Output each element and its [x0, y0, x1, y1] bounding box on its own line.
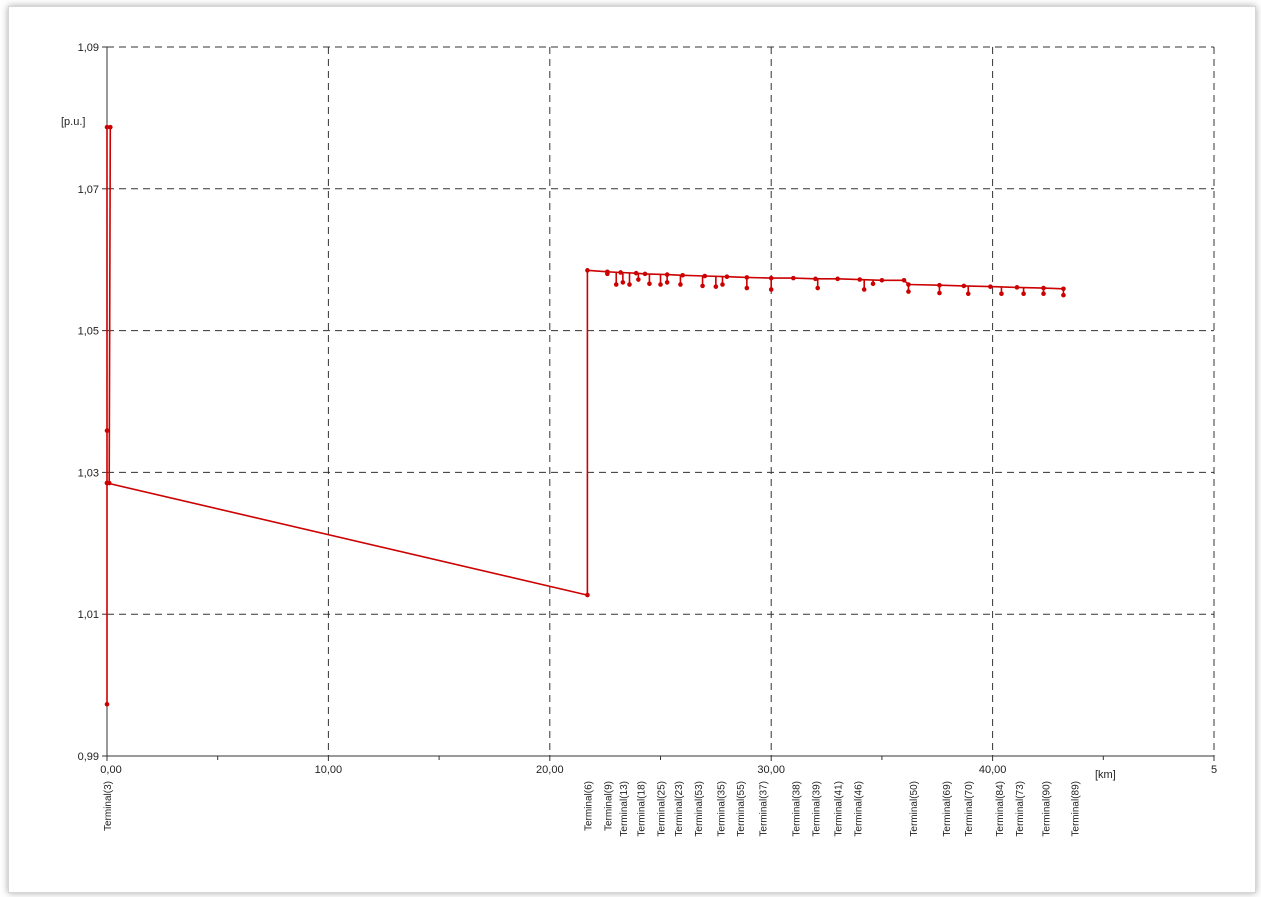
voltage-profile-chart: [p.u.] [km] 0,00 10,00 20,00 30,00 40,00 5 0,9…	[61, 42, 1217, 837]
terminal-label: Terminal(89)	[1071, 781, 1082, 837]
terminal-label: Terminal(3)	[103, 781, 114, 831]
terminal-marker	[768, 275, 774, 281]
terminal-label: Terminal(50)	[909, 781, 920, 837]
terminal-marker	[879, 277, 885, 283]
terminal-label: Terminal(84)	[995, 781, 1006, 837]
lateral-marker	[627, 282, 632, 287]
x-tick-label: 30,00	[757, 764, 785, 776]
x-tick-label: 10,00	[315, 764, 343, 776]
terminal-marker	[901, 277, 907, 283]
lateral-marker	[870, 281, 876, 287]
terminal-marker	[585, 592, 590, 598]
y-tick-label: 1,09	[78, 42, 99, 54]
terminal-label: Terminal(39)	[811, 781, 822, 837]
grid-layer	[107, 46, 1215, 756]
terminal-marker	[744, 275, 750, 280]
terminal-marker	[1061, 286, 1066, 292]
terminal-marker	[857, 277, 863, 282]
y-axis-label: [p.u.]	[61, 116, 85, 128]
lateral-marker	[658, 282, 663, 287]
lateral-marker	[861, 287, 867, 292]
terminal-label: Terminal(6)	[583, 781, 594, 831]
terminal-marker	[108, 124, 113, 130]
terminal-marker	[106, 480, 112, 486]
terminal-marker	[633, 270, 639, 276]
y-tick-label: 1,01	[78, 609, 99, 621]
x-tick-label: 5	[1211, 764, 1217, 776]
terminal-marker	[1014, 285, 1020, 290]
lateral-marker	[999, 291, 1004, 297]
terminal-labels: Terminal(3) Terminal(6) Terminal(9) Termina…	[103, 781, 1082, 837]
lateral-marker	[937, 290, 942, 296]
lateral-marker	[647, 281, 652, 287]
terminal-marker	[937, 282, 942, 288]
lateral-marker	[636, 277, 641, 282]
x-tick-label: 40,00	[979, 764, 1007, 776]
terminal-marker	[642, 271, 648, 277]
chart-frame: [p.u.] [km] 0,00 10,00 20,00 30,00 40,00 5 0,9…	[8, 6, 1256, 893]
voltage-main-line	[106, 127, 1064, 706]
terminal-marker	[104, 428, 110, 433]
terminal-label: Terminal(23)	[674, 781, 685, 837]
terminal-label: Terminal(46)	[854, 781, 865, 837]
terminal-label: Terminal(38)	[792, 781, 803, 837]
lateral-marker	[605, 271, 610, 277]
terminal-markers	[104, 124, 1066, 707]
y-tick-label: 1,05	[78, 326, 99, 338]
x-tick-label: 0,00	[100, 764, 121, 776]
lateral-marker	[1061, 292, 1066, 298]
terminal-label: Terminal(73)	[1015, 781, 1026, 837]
lateral-marker	[815, 285, 820, 291]
terminal-label: Terminal(55)	[736, 781, 747, 837]
y-tick-label: 1,07	[78, 184, 99, 196]
axis-layer: [p.u.] [km] 0,00 10,00 20,00 30,00 40,00 5 0,9…	[61, 42, 1217, 781]
lateral-marker	[700, 283, 705, 289]
lateral-marker	[720, 282, 725, 287]
terminal-marker	[680, 272, 685, 278]
terminal-marker	[791, 275, 796, 281]
lateral-marker	[664, 280, 670, 285]
x-tick-label: 20,00	[536, 764, 564, 776]
terminal-marker	[702, 273, 708, 279]
y-tick-label: 0,99	[78, 751, 99, 763]
terminal-marker	[961, 283, 967, 289]
lateral-marker	[744, 285, 750, 291]
lateral-marker	[620, 280, 626, 285]
terminal-marker	[104, 701, 110, 707]
terminal-marker	[664, 272, 670, 277]
terminal-marker	[813, 276, 818, 282]
terminal-label: Terminal(90)	[1042, 781, 1053, 837]
terminal-label: Terminal(37)	[758, 781, 769, 837]
terminal-label: Terminal(70)	[964, 781, 975, 837]
y-tick-label: 1,03	[78, 467, 99, 479]
terminal-marker	[104, 124, 110, 130]
lateral-marker	[1021, 291, 1026, 297]
terminal-marker	[618, 270, 623, 275]
terminal-label: Terminal(9)	[603, 781, 614, 831]
lateral-marker	[906, 289, 911, 294]
voltage-series	[106, 127, 1065, 706]
terminal-marker	[906, 282, 911, 287]
x-axis-label: [km]	[1095, 769, 1116, 781]
lateral-marker	[678, 282, 683, 287]
terminal-label: Terminal(69)	[942, 781, 953, 837]
lateral-marker	[1041, 291, 1046, 297]
terminal-label: Terminal(25)	[657, 781, 668, 837]
terminal-label: Terminal(13)	[619, 781, 630, 837]
terminal-marker	[724, 274, 730, 280]
lateral-marker	[768, 287, 774, 292]
terminal-marker	[988, 284, 993, 289]
lateral-marker	[613, 282, 619, 287]
terminal-marker	[1041, 285, 1046, 291]
lateral-marker	[713, 284, 719, 289]
lateral-marker	[965, 291, 971, 297]
terminal-label: Terminal(18)	[637, 781, 648, 837]
terminal-label: Terminal(41)	[834, 781, 845, 837]
terminal-marker	[585, 268, 590, 273]
terminal-label: Terminal(53)	[694, 781, 705, 837]
terminal-marker	[835, 276, 840, 282]
terminal-label: Terminal(35)	[716, 781, 727, 837]
